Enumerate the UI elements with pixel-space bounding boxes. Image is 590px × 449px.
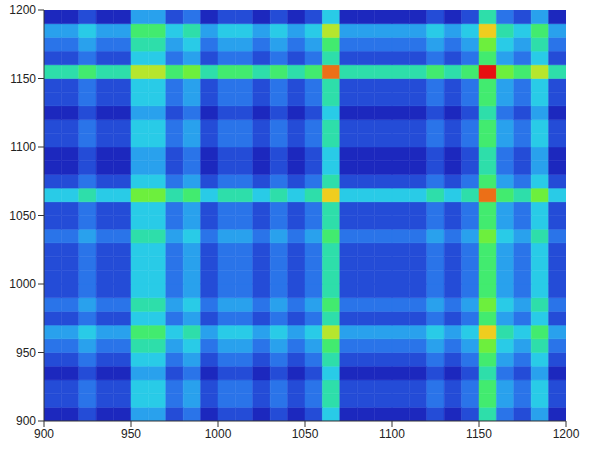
svg-text:1100: 1100 bbox=[379, 427, 405, 441]
svg-text:1200: 1200 bbox=[9, 3, 36, 17]
svg-text:1000: 1000 bbox=[205, 427, 232, 441]
svg-text:1150: 1150 bbox=[10, 72, 36, 86]
svg-text:1050: 1050 bbox=[9, 209, 36, 223]
svg-text:1150: 1150 bbox=[466, 427, 492, 441]
svg-text:1000: 1000 bbox=[9, 277, 36, 291]
svg-text:950: 950 bbox=[16, 346, 36, 360]
svg-text:900: 900 bbox=[34, 427, 54, 441]
svg-text:950: 950 bbox=[121, 427, 141, 441]
svg-text:1200: 1200 bbox=[553, 427, 580, 441]
svg-text:1100: 1100 bbox=[10, 140, 36, 154]
svg-text:900: 900 bbox=[16, 414, 36, 428]
svg-text:1050: 1050 bbox=[292, 427, 319, 441]
